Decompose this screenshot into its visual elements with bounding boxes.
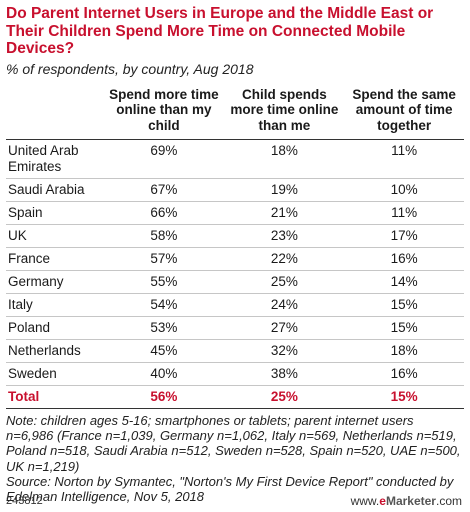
row-value-cell: 66% bbox=[103, 201, 225, 225]
row-country-label: Germany bbox=[6, 270, 104, 294]
row-value-cell: 55% bbox=[103, 270, 225, 294]
table-body: United Arab Emirates 69% 18% 11% Saudi Arabi… bbox=[6, 139, 464, 409]
column-header-child-more: Child spends more time online than me bbox=[224, 83, 345, 140]
data-table: Spend more time online than my child Chi… bbox=[6, 83, 464, 409]
row-value-cell: 10% bbox=[344, 178, 464, 202]
row-value-cell: 32% bbox=[224, 339, 345, 363]
table-row: UK 58% 23% 17% bbox=[6, 224, 464, 248]
row-value-cell: 45% bbox=[103, 339, 225, 363]
brand-prefix: www. bbox=[350, 494, 380, 508]
row-value-cell: 11% bbox=[344, 201, 464, 225]
row-value-cell: 25% bbox=[224, 385, 345, 409]
column-header-country bbox=[6, 83, 104, 140]
row-value-cell: 67% bbox=[103, 178, 225, 202]
row-value-cell: 17% bbox=[344, 224, 464, 248]
row-country-label: Sweden bbox=[6, 362, 104, 386]
row-value-cell: 69% bbox=[103, 139, 225, 179]
row-country-label: United Arab Emirates bbox=[6, 139, 104, 179]
brand-name: Marketer bbox=[385, 494, 436, 508]
row-value-cell: 54% bbox=[103, 293, 225, 317]
chart-title: Do Parent Internet Users in Europe and t… bbox=[6, 5, 434, 57]
table-row: United Arab Emirates 69% 18% 11% bbox=[6, 139, 464, 179]
footnote: Note: children ages 5-16; smartphones or… bbox=[6, 413, 464, 504]
row-country-label: Saudi Arabia bbox=[6, 178, 104, 202]
table-row: Spain 66% 21% 11% bbox=[6, 201, 464, 225]
row-value-cell: 57% bbox=[103, 247, 225, 271]
row-value-cell: 38% bbox=[224, 362, 345, 386]
table-row: Italy 54% 24% 15% bbox=[6, 293, 464, 317]
row-country-label: Poland bbox=[6, 316, 104, 340]
row-value-cell: 23% bbox=[224, 224, 345, 248]
row-value-cell: 15% bbox=[344, 293, 464, 317]
chart-id: 243812 bbox=[6, 495, 43, 507]
table-row: Germany 55% 25% 14% bbox=[6, 270, 464, 294]
column-header-same: Spend the same amount of time together bbox=[344, 83, 464, 140]
brand-suffix: .com bbox=[435, 494, 462, 508]
row-country-label: Netherlands bbox=[6, 339, 104, 363]
row-value-cell: 22% bbox=[224, 247, 345, 271]
row-value-cell: 18% bbox=[344, 339, 464, 363]
row-country-label: Spain bbox=[6, 201, 104, 225]
row-value-cell: 27% bbox=[224, 316, 345, 340]
row-value-cell: 15% bbox=[344, 385, 464, 409]
row-value-cell: 18% bbox=[224, 139, 345, 179]
table-row: France 57% 22% 16% bbox=[6, 247, 464, 271]
row-country-label: Total bbox=[6, 385, 104, 409]
row-value-cell: 11% bbox=[344, 139, 464, 179]
row-value-cell: 14% bbox=[344, 270, 464, 294]
note-text: Note: children ages 5-16; smartphones or… bbox=[6, 413, 461, 474]
table-row: Netherlands 45% 32% 18% bbox=[6, 339, 464, 363]
row-country-label: Italy bbox=[6, 293, 104, 317]
row-value-cell: 16% bbox=[344, 362, 464, 386]
table-row: Poland 53% 27% 15% bbox=[6, 316, 464, 340]
column-header-parent-more: Spend more time online than my child bbox=[103, 83, 225, 140]
source-text: Source: Norton by Symantec, "Norton's My… bbox=[6, 473, 454, 505]
row-country-label: UK bbox=[6, 224, 104, 248]
table-row: Saudi Arabia 67% 19% 10% bbox=[6, 178, 464, 202]
row-value-cell: 15% bbox=[344, 316, 464, 340]
total-row: Total 56% 25% 15% bbox=[6, 385, 464, 409]
brand-logo: www.eMarketer.com bbox=[351, 494, 462, 508]
row-value-cell: 24% bbox=[224, 293, 345, 317]
row-value-cell: 56% bbox=[103, 385, 225, 409]
row-value-cell: 19% bbox=[224, 178, 345, 202]
row-value-cell: 58% bbox=[103, 224, 225, 248]
chart-subtitle: % of respondents, by country, Aug 2018 bbox=[6, 60, 254, 77]
row-value-cell: 16% bbox=[344, 247, 464, 271]
row-country-label: France bbox=[6, 247, 104, 271]
row-value-cell: 40% bbox=[103, 362, 225, 386]
brand-e: e bbox=[379, 494, 386, 508]
row-value-cell: 53% bbox=[103, 316, 225, 340]
footer: 243812 www.eMarketer.com bbox=[6, 493, 462, 508]
row-value-cell: 25% bbox=[224, 270, 345, 294]
row-value-cell: 21% bbox=[224, 201, 345, 225]
table-row: Sweden 40% 38% 16% bbox=[6, 362, 464, 386]
table-header-row: Spend more time online than my child Chi… bbox=[6, 83, 464, 140]
